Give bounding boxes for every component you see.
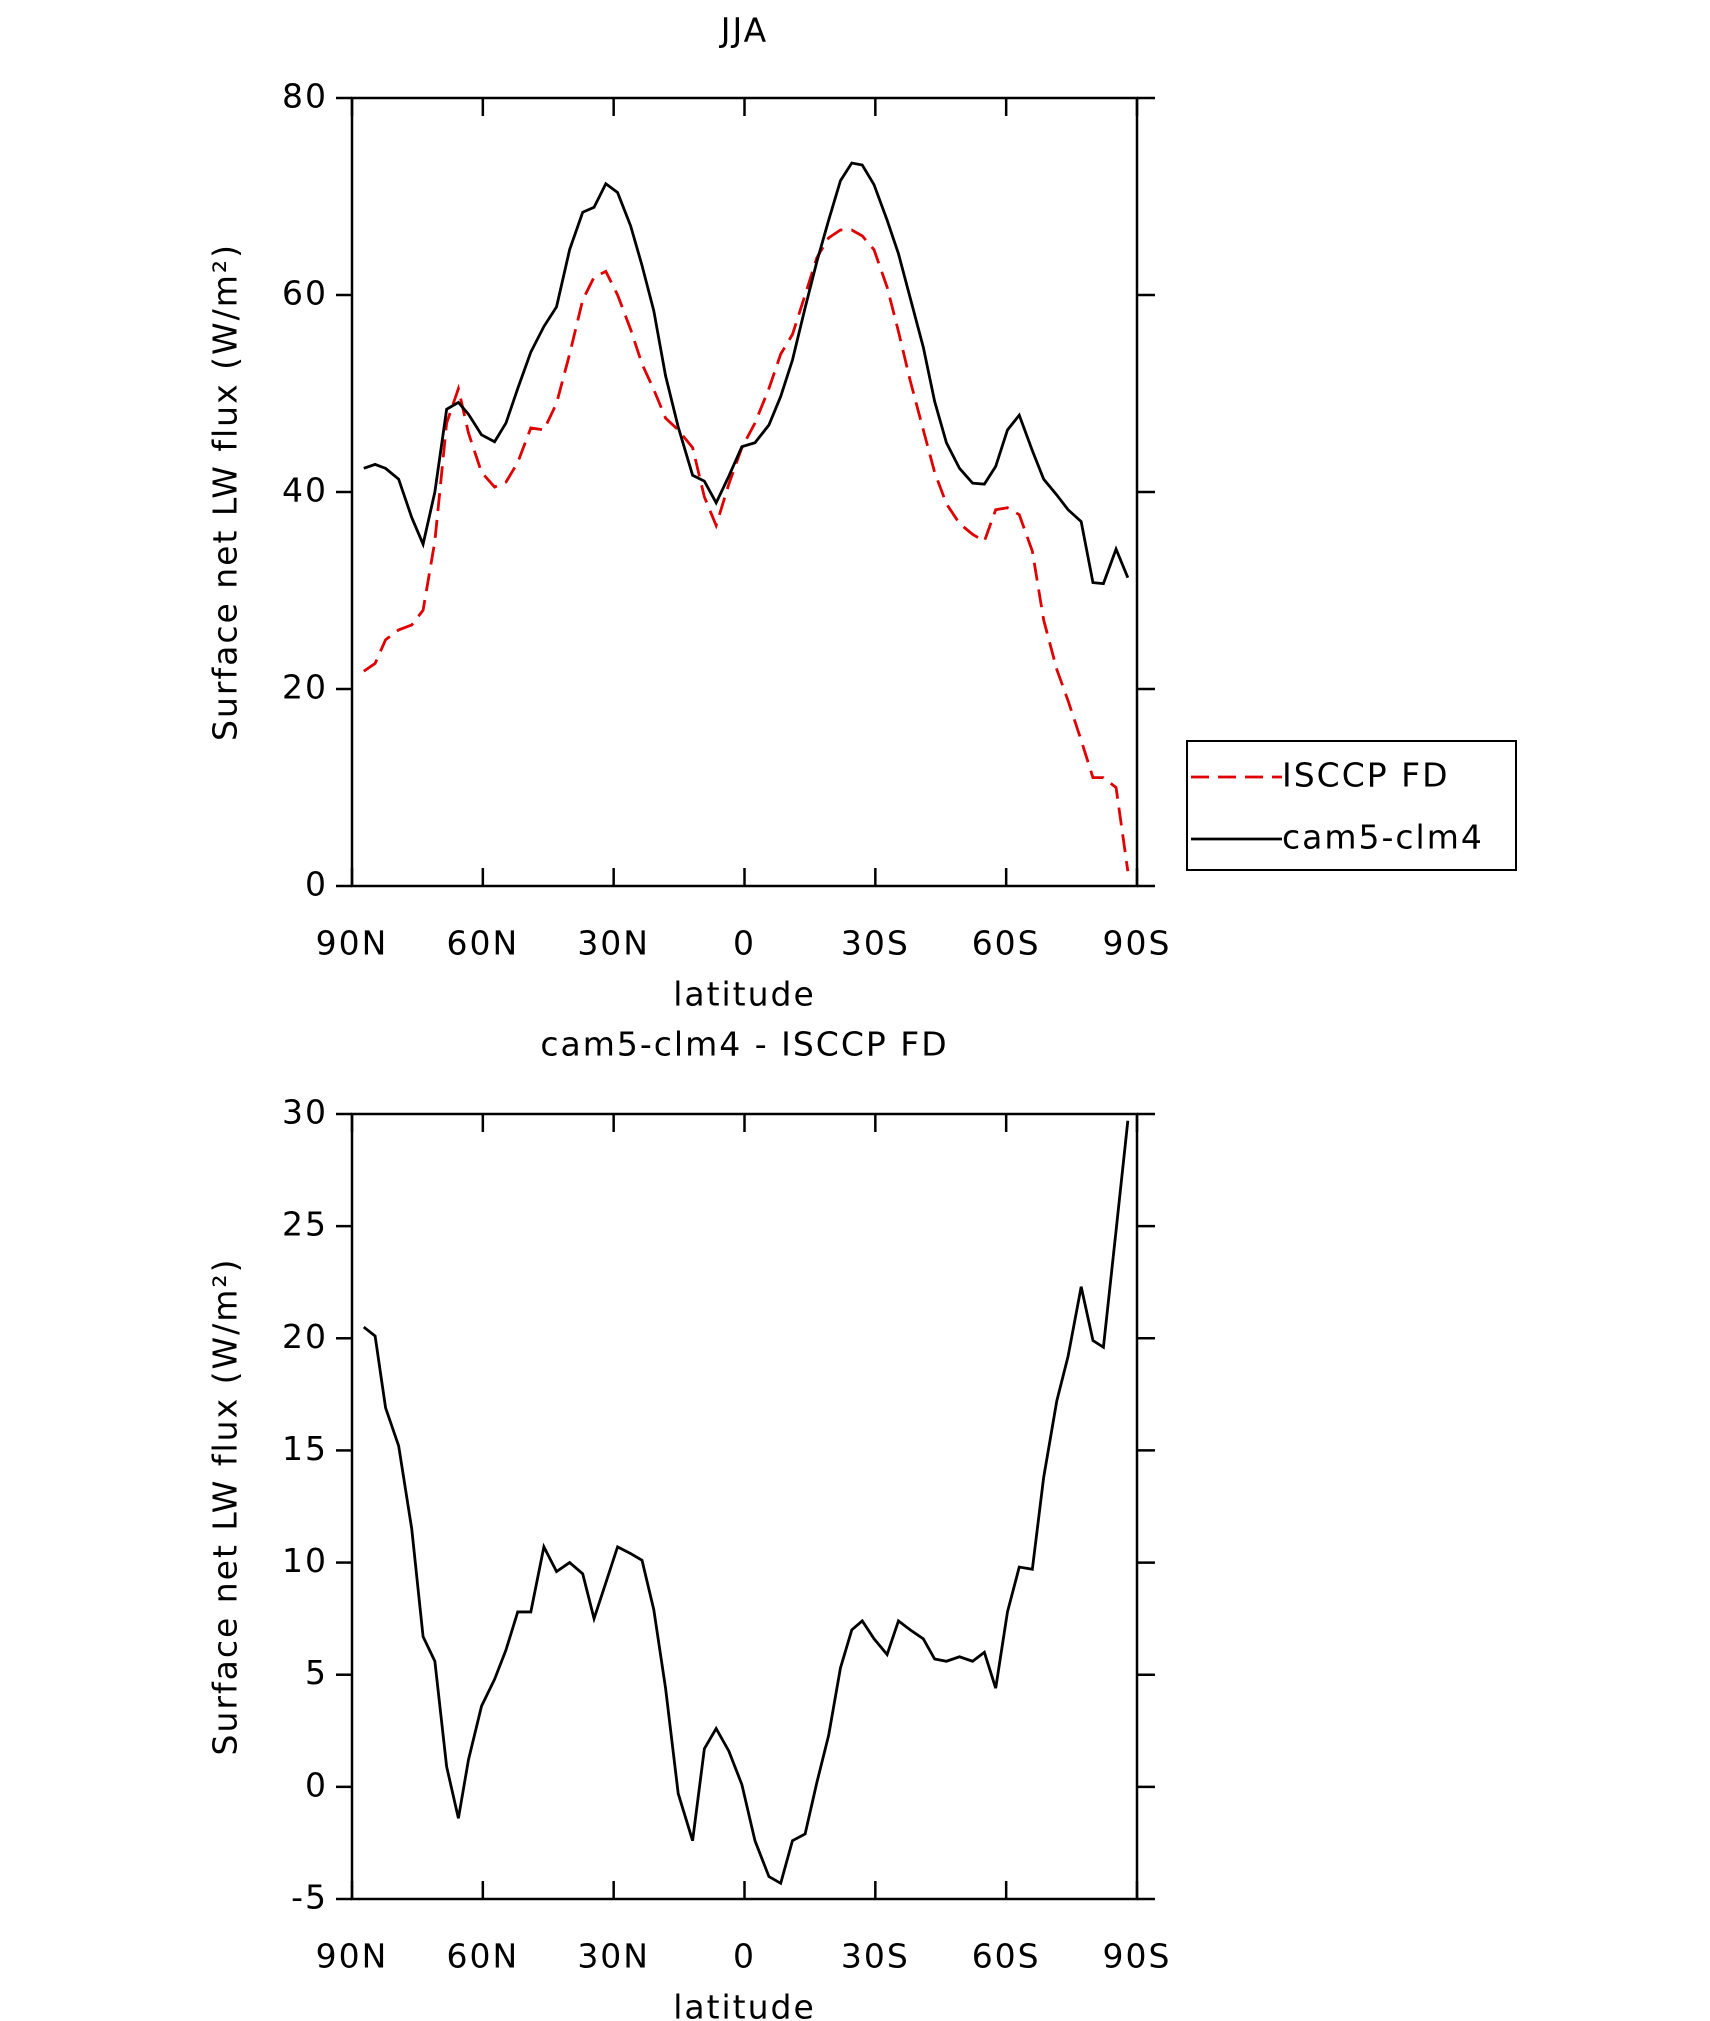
- legend-label: ISCCP FD: [1282, 756, 1450, 795]
- x-tick-label: 60N: [446, 924, 519, 963]
- data-line: [362, 228, 1130, 872]
- y-tick-label: 10: [282, 1541, 328, 1580]
- x-tick-label: 90S: [1103, 1937, 1172, 1976]
- chart-title: JJA: [719, 11, 768, 50]
- x-tick-label: 60S: [972, 1937, 1041, 1976]
- chart-title: cam5-clm4 - ISCCP FD: [540, 1025, 948, 1064]
- y-tick-label: 20: [282, 1317, 328, 1356]
- x-tick-label: 60S: [972, 924, 1041, 963]
- data-line: [362, 1120, 1130, 1886]
- y-tick-label: 0: [305, 865, 328, 904]
- y-tick-label: 40: [282, 471, 328, 510]
- y-tick-label: 15: [282, 1429, 328, 1468]
- x-tick-label: 30S: [841, 1937, 910, 1976]
- x-tick-label: 0: [733, 924, 756, 963]
- data-line: [363, 161, 1130, 586]
- x-tick-label: 30S: [841, 924, 910, 963]
- x-tick-label: 90N: [316, 1937, 389, 1976]
- y-axis-label: Surface net LW flux (W/m²): [206, 243, 245, 741]
- x-tick-label: 0: [733, 1937, 756, 1976]
- y-tick-label: 25: [282, 1205, 328, 1244]
- x-axis-label: latitude: [673, 975, 816, 1014]
- y-tick-label: 20: [282, 668, 328, 707]
- y-tick-label: 60: [282, 274, 328, 313]
- y-axis-label: Surface net LW flux (W/m²): [206, 1258, 245, 1756]
- x-tick-label: 90S: [1103, 924, 1172, 963]
- y-tick-label: 80: [282, 77, 328, 116]
- plot-frame: [350, 96, 1139, 888]
- x-axis-label: latitude: [673, 1988, 816, 2021]
- y-tick-label: 5: [305, 1653, 328, 1692]
- y-tick-label: -5: [291, 1878, 328, 1917]
- legend-label: cam5-clm4: [1282, 818, 1484, 857]
- x-tick-label: 30N: [577, 924, 650, 963]
- legend-box: [1186, 740, 1517, 871]
- x-tick-label: 60N: [446, 1937, 519, 1976]
- y-tick-label: 30: [282, 1093, 328, 1132]
- x-tick-label: 90N: [316, 924, 389, 963]
- x-tick-label: 30N: [577, 1937, 650, 1976]
- plot-frame: [350, 1112, 1139, 1901]
- y-tick-label: 0: [305, 1765, 328, 1804]
